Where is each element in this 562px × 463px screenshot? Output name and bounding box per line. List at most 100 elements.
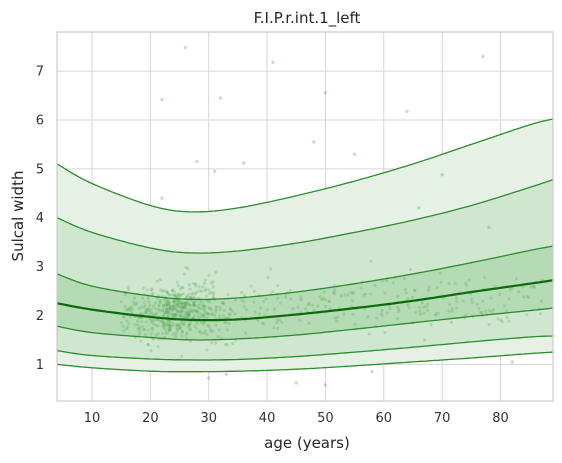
scatter-point	[164, 309, 169, 313]
scatter-point	[187, 292, 191, 296]
scatter-point	[180, 305, 184, 309]
scatter-point	[496, 317, 500, 321]
scatter-point	[176, 298, 180, 303]
scatter-point	[174, 295, 178, 299]
scatter-point	[296, 305, 300, 309]
scatter-point	[349, 290, 353, 294]
scatter-point	[436, 311, 440, 315]
scatter-point	[484, 309, 488, 313]
scatter-point	[211, 296, 215, 300]
scatter-point	[417, 206, 421, 210]
scatter-point	[179, 326, 183, 330]
scatter-point	[177, 304, 181, 309]
scatter-point	[532, 284, 536, 288]
percentile-line	[56, 351, 554, 373]
scatter-point	[333, 316, 337, 320]
scatter-point	[482, 275, 487, 279]
scatter-point	[126, 285, 130, 289]
scatter-point	[205, 333, 209, 337]
y-tick-label: 1	[36, 358, 44, 373]
scatter-point	[276, 326, 280, 330]
scatter-point	[448, 302, 452, 306]
scatter-point	[184, 295, 188, 299]
scatter-point	[316, 304, 320, 308]
scatter-point	[228, 313, 232, 317]
scatter-point	[242, 305, 246, 309]
scatter-point	[217, 314, 221, 318]
scatter-point	[184, 300, 188, 304]
scatter-point	[171, 308, 175, 312]
scatter-point	[180, 309, 184, 313]
scatter-point	[481, 299, 485, 303]
scatter-point	[198, 289, 202, 293]
scatter-point	[470, 297, 474, 301]
scatter-point	[165, 310, 170, 314]
scatter-point	[158, 301, 162, 305]
scatter-point	[397, 307, 401, 311]
scatter-point	[418, 309, 422, 313]
scatter-point	[276, 284, 280, 288]
x-tick-labels: 10 20 30 40 50 60 70 80	[84, 411, 509, 426]
scatter-point	[199, 321, 204, 325]
scatter-point	[157, 303, 161, 307]
scatter-point	[221, 301, 225, 305]
scatter-point	[203, 329, 208, 333]
scatter-point	[167, 309, 171, 313]
scatter-point	[200, 289, 204, 293]
scatter-point	[521, 295, 526, 299]
scatter-point	[178, 326, 182, 330]
scatter-point	[182, 305, 186, 309]
x-tick-label: 50	[317, 411, 334, 426]
scatter-point	[233, 298, 238, 302]
scatter-point	[146, 308, 150, 312]
scatter-point	[204, 311, 209, 315]
scatter-point	[172, 303, 176, 307]
scatter-point	[153, 307, 157, 311]
scatter-point	[194, 309, 198, 313]
scatter-point	[475, 302, 479, 307]
scatter-point	[184, 333, 188, 337]
scatter-point	[198, 330, 202, 334]
scatter-point	[453, 281, 457, 285]
scatter-point	[353, 322, 357, 326]
inner-band	[57, 246, 553, 340]
scatter-point	[153, 312, 157, 316]
scatter-point	[176, 302, 180, 306]
scatter-point	[408, 267, 412, 272]
scatter-point	[171, 332, 175, 336]
scatter-point	[252, 289, 257, 293]
scatter-point	[280, 320, 284, 324]
scatter-point	[508, 288, 513, 292]
scatter-point	[203, 309, 207, 313]
scatter-point	[166, 321, 170, 326]
scatter-point	[137, 325, 141, 330]
scatter-point	[327, 299, 331, 303]
scatter-point	[211, 329, 215, 333]
scatter-point	[493, 284, 497, 289]
scatter-point	[214, 308, 218, 312]
scatter-point	[181, 307, 185, 311]
median-line	[56, 279, 554, 322]
scatter-point	[159, 319, 163, 323]
scatter-point	[191, 316, 195, 320]
scatter-point	[222, 302, 226, 306]
scatter-point	[184, 305, 188, 309]
scatter-point	[162, 298, 166, 302]
scatter-point	[182, 322, 186, 326]
scatter-point	[128, 308, 133, 312]
scatter-point	[370, 370, 374, 374]
percentile-line	[56, 118, 554, 213]
scatter-point	[162, 310, 166, 315]
scatter-point	[220, 301, 225, 305]
scatter-point	[177, 309, 181, 314]
scatter-point	[465, 283, 469, 288]
scatter-point	[414, 310, 418, 314]
scatter-point	[328, 307, 332, 311]
scatter-point	[175, 309, 179, 313]
scatter-point	[289, 297, 293, 301]
scatter-point	[147, 312, 152, 316]
scatter-point	[242, 299, 246, 303]
scatter-point	[126, 308, 130, 312]
percentile-line	[56, 245, 554, 301]
scatter-point	[137, 330, 141, 335]
